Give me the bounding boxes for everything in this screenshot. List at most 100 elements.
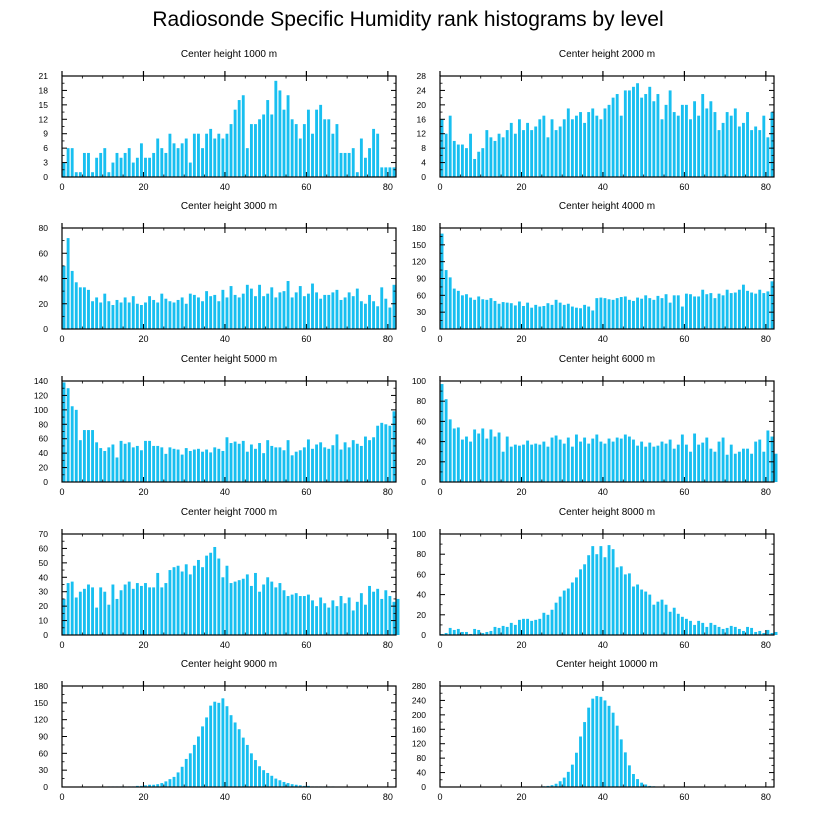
bar	[607, 705, 611, 787]
bar	[554, 299, 558, 329]
bar	[611, 97, 615, 177]
bar	[546, 446, 550, 482]
bar	[558, 302, 562, 329]
bar	[172, 567, 176, 635]
bar	[278, 780, 282, 787]
x-tick-label: 0	[437, 334, 442, 344]
bar	[766, 291, 770, 329]
bar	[225, 565, 229, 635]
chart-title: Center height 4000 m	[559, 201, 655, 212]
bar	[335, 606, 339, 635]
y-tick-label: 90	[417, 274, 427, 284]
bar	[770, 632, 774, 635]
bar	[180, 297, 184, 329]
bar	[737, 628, 741, 635]
bar	[684, 444, 688, 482]
bar	[680, 104, 684, 177]
bar	[351, 610, 355, 635]
bar	[70, 270, 74, 329]
chart-title: Center height 2000 m	[559, 49, 655, 60]
bar	[648, 442, 652, 482]
bar	[91, 172, 94, 177]
bar	[278, 583, 282, 635]
bar	[172, 776, 176, 787]
bar	[192, 744, 196, 787]
bar	[570, 306, 574, 329]
bar	[615, 437, 619, 482]
bar	[184, 303, 188, 329]
bar	[607, 104, 611, 177]
bar	[148, 157, 152, 177]
bar	[392, 284, 396, 329]
bar	[205, 717, 209, 787]
bar	[209, 296, 213, 329]
bar	[192, 133, 196, 177]
bar	[376, 306, 380, 329]
bar	[347, 152, 351, 177]
bar	[184, 564, 188, 635]
bar	[729, 293, 733, 329]
bar	[542, 115, 546, 177]
bar	[168, 133, 172, 177]
bar	[302, 596, 306, 635]
bar	[627, 436, 631, 482]
y-tick-label: 80	[417, 396, 427, 406]
bar	[676, 444, 680, 482]
bar	[311, 283, 314, 329]
bar	[302, 296, 306, 329]
bar	[725, 454, 729, 482]
bar	[473, 299, 477, 329]
bar	[237, 297, 241, 329]
bar	[701, 622, 705, 635]
bar	[91, 301, 94, 329]
y-tick-label: 120	[412, 739, 426, 749]
bar	[188, 293, 192, 329]
bar	[656, 601, 660, 635]
bar	[148, 296, 152, 329]
y-tick-label: 40	[39, 448, 49, 458]
bar	[82, 588, 86, 635]
bar	[209, 705, 213, 787]
bar	[668, 302, 672, 329]
bar	[380, 287, 384, 329]
bar	[465, 294, 468, 329]
bar	[311, 133, 314, 177]
bar	[359, 593, 363, 635]
bar	[115, 457, 119, 482]
bar	[676, 115, 680, 177]
bar	[684, 104, 688, 177]
bar	[456, 628, 460, 635]
y-tick-label: 80	[417, 549, 427, 559]
bar	[737, 289, 741, 329]
bar	[78, 287, 82, 329]
bar	[164, 298, 168, 329]
y-tick-label: 20	[417, 457, 427, 467]
bar	[74, 409, 78, 482]
bar	[188, 162, 192, 177]
bar	[294, 784, 298, 787]
bar	[298, 450, 302, 482]
bar	[509, 122, 513, 177]
bar	[717, 626, 721, 635]
bar	[603, 443, 607, 482]
bar	[388, 307, 392, 329]
bar	[282, 291, 286, 330]
bar	[477, 629, 481, 635]
bar	[558, 781, 562, 787]
bar	[546, 137, 550, 177]
x-tick-label: 0	[437, 640, 442, 650]
bar	[554, 783, 558, 787]
bar	[62, 265, 66, 330]
bar	[152, 784, 156, 787]
bar	[717, 130, 721, 177]
y-tick-label: 120	[34, 715, 48, 725]
y-tick-label: 0	[421, 324, 426, 334]
bar	[168, 779, 172, 787]
bar	[595, 298, 599, 329]
bar	[721, 628, 725, 635]
bar	[717, 293, 721, 329]
y-tick-label: 180	[412, 223, 426, 233]
bar	[746, 626, 749, 635]
bar	[737, 451, 741, 482]
bar	[680, 616, 684, 635]
